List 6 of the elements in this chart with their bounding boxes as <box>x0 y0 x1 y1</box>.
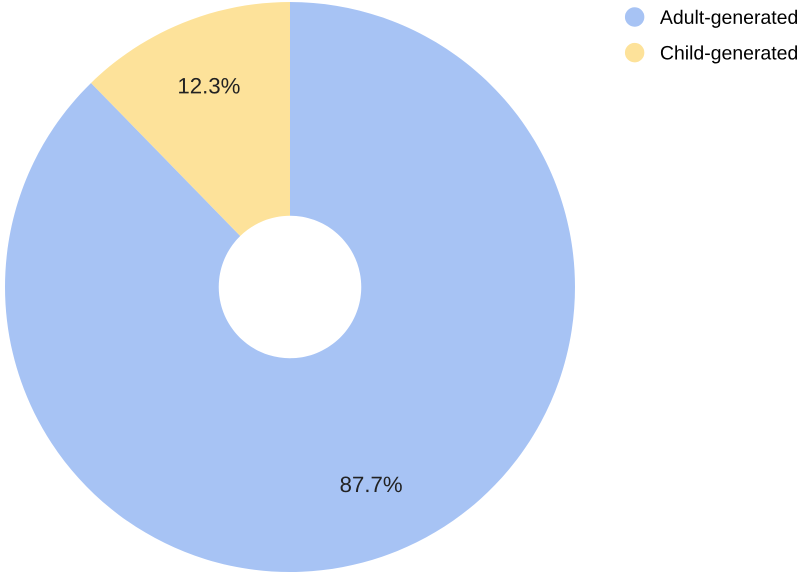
legend-label: Child-generated <box>660 45 798 64</box>
donut-slice <box>5 2 575 572</box>
donut-slice <box>91 2 290 236</box>
data-label: 87.7% <box>340 476 402 492</box>
legend-label: Adult-generated <box>660 10 798 28</box>
data-label: 12.3% <box>179 78 240 94</box>
